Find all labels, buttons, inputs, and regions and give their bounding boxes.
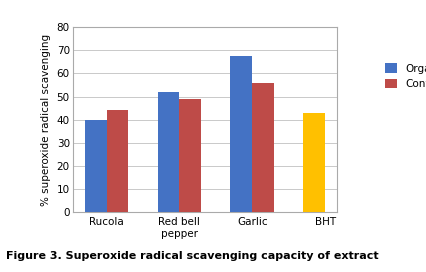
Bar <box>303 113 325 212</box>
Bar <box>179 99 201 212</box>
Bar <box>252 83 273 212</box>
Y-axis label: % superoxide radical scavenging: % superoxide radical scavenging <box>41 34 51 206</box>
Text: Figure 3. Superoxide radical scavenging capacity of extract: Figure 3. Superoxide radical scavenging … <box>6 251 377 261</box>
Bar <box>106 110 128 212</box>
Bar <box>157 92 179 212</box>
Bar <box>230 56 252 212</box>
Bar <box>84 120 106 212</box>
Legend: Organic, Conventional: Organic, Conventional <box>381 60 426 92</box>
